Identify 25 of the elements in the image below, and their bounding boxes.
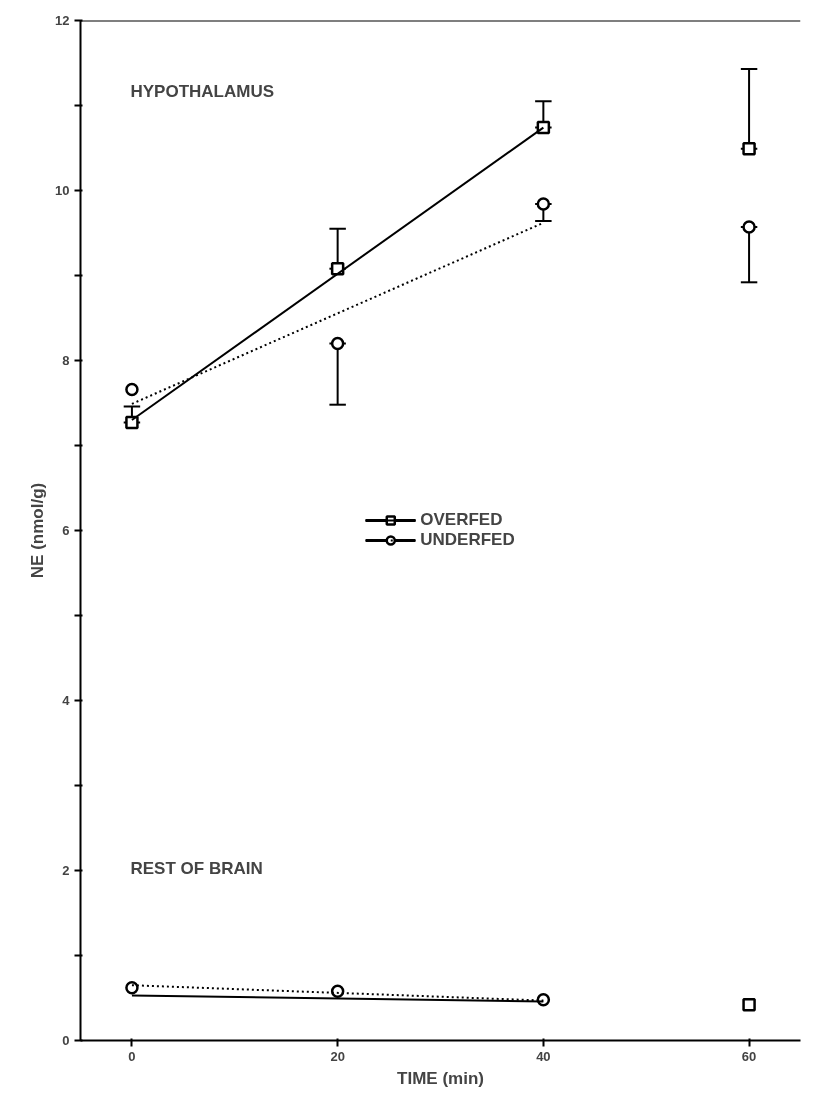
x-tick-label: 60	[741, 1048, 757, 1064]
y-tick-label: 6	[62, 523, 70, 538]
y-axis-title: NE (nmol/g)	[28, 482, 48, 579]
x-axis-title: TIME (min)	[397, 1068, 484, 1088]
point	[742, 220, 756, 234]
point	[125, 415, 139, 430]
x-tick-label: 40	[536, 1048, 551, 1064]
annotation: HYPOTHALAMUS	[130, 81, 275, 101]
y-tick-label: 8	[62, 353, 70, 368]
point	[742, 142, 756, 156]
y-tick-label: 12	[55, 13, 70, 28]
legend-label: OVERFED	[420, 510, 503, 530]
y-tick-label: 0	[62, 1033, 70, 1048]
x-tick-label: 20	[330, 1048, 345, 1064]
point	[330, 336, 345, 351]
y-tick-label: 10	[55, 183, 70, 198]
x-tick-label: 0	[128, 1048, 136, 1064]
point	[536, 197, 551, 211]
y-tick-label: 4	[62, 693, 71, 708]
y-tick-label: 2	[62, 863, 70, 878]
annotation: REST OF BRAIN	[130, 859, 263, 879]
point	[125, 382, 139, 397]
legend-label: UNDERFED	[420, 530, 515, 550]
point	[742, 998, 756, 1012]
point	[125, 981, 139, 995]
